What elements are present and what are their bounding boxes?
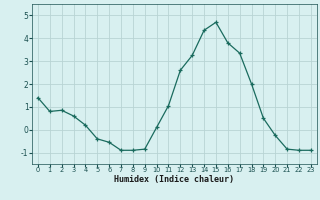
X-axis label: Humidex (Indice chaleur): Humidex (Indice chaleur) <box>115 175 234 184</box>
